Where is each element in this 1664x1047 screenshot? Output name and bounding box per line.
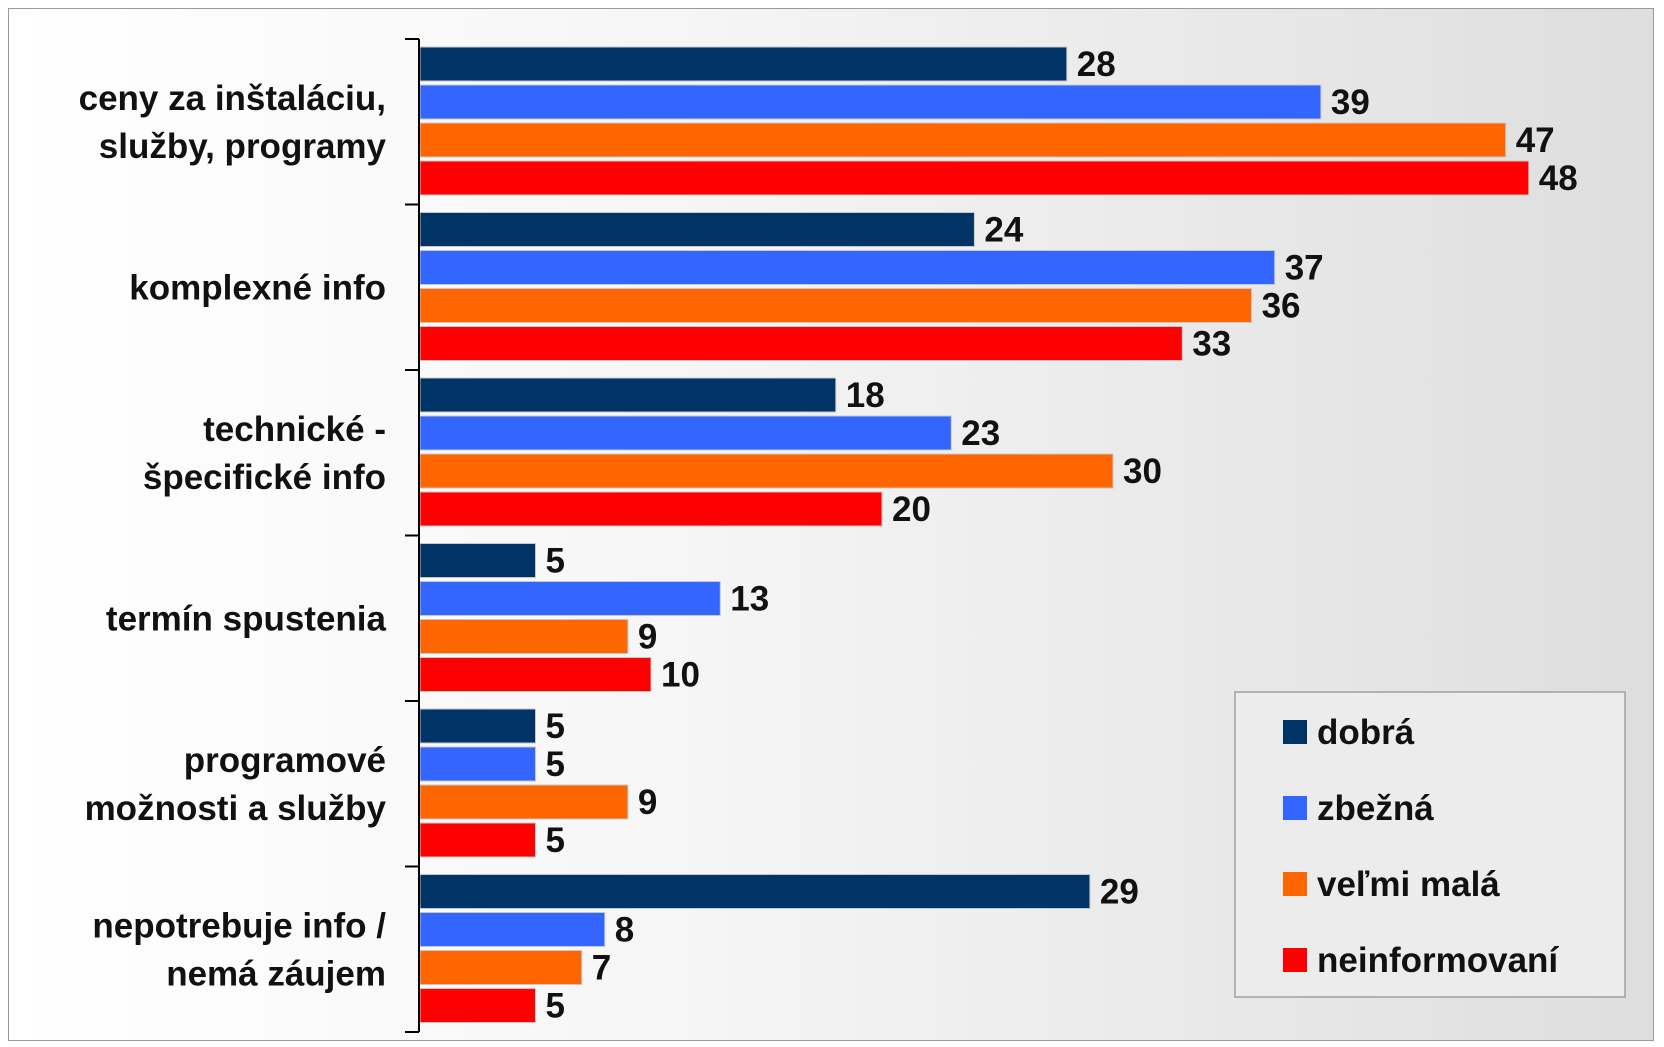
legend-swatch: [1283, 720, 1307, 744]
data-label: 10: [661, 656, 700, 695]
data-label: 5: [546, 821, 565, 860]
data-label: 18: [846, 376, 885, 415]
category-label: nemá záujem: [166, 954, 386, 993]
legend-label: zbežná: [1317, 789, 1434, 828]
bar: [420, 416, 951, 450]
bar: [420, 327, 1182, 361]
bar: [420, 161, 1529, 195]
data-label: 33: [1192, 325, 1231, 364]
data-label: 48: [1539, 159, 1578, 198]
legend-label: veľmi malá: [1317, 865, 1500, 904]
data-label: 23: [961, 414, 1000, 453]
data-label: 13: [730, 580, 769, 619]
bar: [420, 213, 974, 247]
bar: [420, 747, 536, 781]
category-label: technické -: [203, 410, 386, 449]
data-label: 5: [546, 707, 565, 746]
category-label: ceny za inštaláciu,: [79, 79, 386, 118]
data-label: 9: [638, 618, 657, 657]
data-label: 8: [615, 911, 634, 950]
data-label: 29: [1100, 873, 1139, 912]
bar: [420, 658, 651, 692]
data-label: 20: [892, 490, 931, 529]
data-label: 36: [1262, 287, 1301, 326]
bar: [420, 378, 836, 412]
data-label: 30: [1123, 452, 1162, 491]
category-label: termín spustenia: [106, 599, 387, 638]
data-label: 28: [1077, 45, 1116, 84]
legend-swatch: [1283, 872, 1307, 896]
bar: [420, 492, 882, 526]
category-label: služby, programy: [99, 127, 387, 166]
bar: [420, 289, 1252, 323]
bar: [420, 875, 1090, 909]
legend-label: neinformovaní: [1317, 941, 1559, 980]
category-label: možnosti a služby: [85, 789, 387, 828]
legend-swatch: [1283, 948, 1307, 972]
data-label: 5: [546, 987, 565, 1026]
bar: [420, 709, 536, 743]
data-label: 5: [546, 745, 565, 784]
bar: [420, 85, 1321, 119]
legend-swatch: [1283, 796, 1307, 820]
bar: [420, 544, 536, 578]
bar: [420, 913, 605, 947]
data-label: 39: [1331, 83, 1370, 122]
bar: [420, 620, 628, 654]
category-label: špecifické info: [143, 458, 386, 497]
bar: [420, 582, 720, 616]
data-label: 7: [592, 949, 611, 988]
category-label: nepotrebuje info /: [92, 906, 386, 945]
bar: [420, 47, 1067, 81]
legend-label: dobrá: [1317, 713, 1415, 752]
data-label: 37: [1285, 249, 1324, 288]
data-label: 24: [984, 211, 1023, 250]
bar: [420, 123, 1506, 157]
bar: [420, 251, 1275, 285]
data-label: 9: [638, 783, 657, 822]
data-label: 47: [1516, 121, 1555, 160]
legend: dobrá zbežná veľmi malá neinformovaní: [1235, 692, 1625, 997]
bar: [420, 951, 582, 985]
data-label: 5: [546, 542, 565, 581]
bar: [420, 823, 536, 857]
category-axis: ceny za inštaláciu, služby, programy kompl…: [79, 39, 419, 1032]
bar: [420, 989, 536, 1023]
category-label: komplexné info: [129, 268, 386, 307]
bar: [420, 454, 1113, 488]
bar: [420, 785, 628, 819]
category-label: programové: [184, 741, 386, 780]
